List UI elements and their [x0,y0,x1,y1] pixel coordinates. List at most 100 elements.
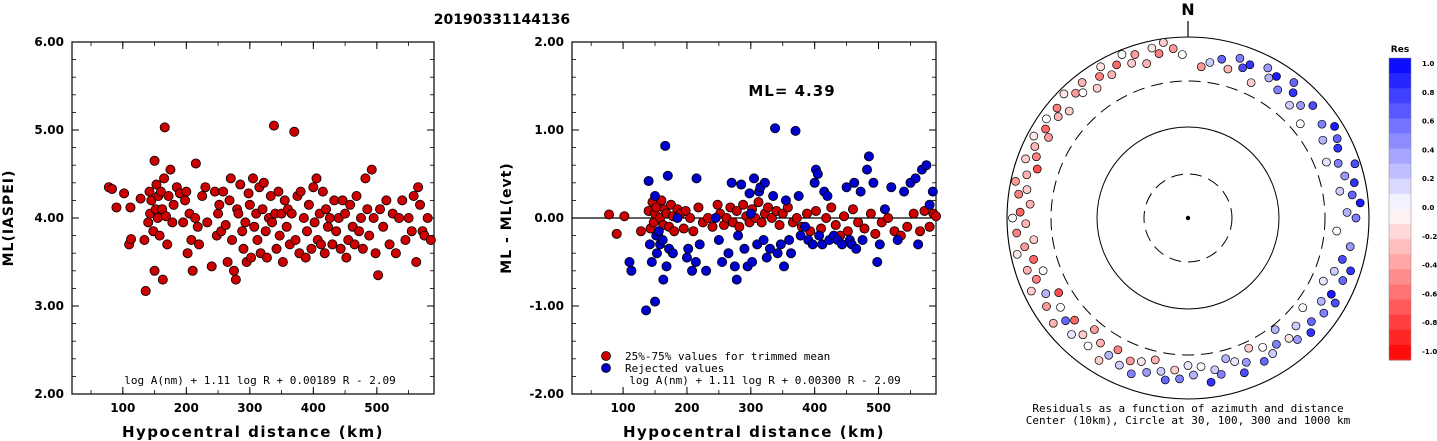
residual-distance-x-label: Hypocentral distance (km) [623,423,885,441]
ml-distance-points [103,120,436,297]
azimuth-data-point [1014,189,1024,199]
ml-distance-data-point [413,182,424,193]
azimuth-data-point [1096,62,1106,72]
azimuth-data-point [1284,333,1294,343]
azimuth-data-point [1272,72,1281,81]
azimuth-data-point [1025,199,1035,209]
ml-distance-data-point [295,186,306,197]
azimuth-data-point [1026,286,1036,296]
residual-distance-x-tick-label: 100 [611,401,636,415]
ring-30km [1143,173,1233,263]
azimuth-data-point [1333,158,1343,168]
ml-distance-data-point [360,173,371,184]
residual-distance-data-point [650,296,661,307]
ml-distance-data-point [125,202,136,213]
azimuth-data-point [1011,176,1020,186]
ml-distance-data-point [351,190,362,201]
legend-label-rejected: Rejected values [625,362,724,375]
azimuth-data-point [1273,85,1283,95]
residual-distance-data-point [766,212,777,223]
residual-distance-data-point [802,208,813,219]
azimuth-data-point [1071,88,1080,98]
ml-distance-data-point [303,199,314,210]
azimuth-data-point [1160,375,1170,385]
colorbar-label: -1.0 [1422,348,1437,356]
azimuth-data-point [1092,83,1102,93]
colorbar-swatch [1389,163,1411,180]
residual-distance-data-point [643,176,654,187]
ml-distance-data-point [246,252,257,263]
azimuth-data-point [1258,342,1267,352]
ml-distance-panel: 100 200 300 400 500 2.00 3.00 4.00 5.00 6.00 Hypo… [1,35,436,441]
azimuth-data-point [1158,38,1168,47]
colorbar-swatch [1389,58,1411,74]
ml-distance-formula: log A(nm) + 1.11 log R + 0.00189 R - 2.0… [124,374,396,387]
ml-distance-data-point [224,195,235,206]
azimuth-data-point [1170,365,1180,375]
azimuth-data-point [1142,368,1151,377]
ml-distance-x-tick-label: 200 [174,401,199,415]
colorbar-swatch [1389,103,1411,119]
residual-distance-data-point [822,190,833,201]
ml-distance-data-point [341,252,352,263]
azimuth-data-point [1029,255,1038,264]
azimuth-data-point [1041,289,1051,298]
ml-distance-data-point [213,208,224,219]
azimuth-data-point [1205,58,1215,67]
ml-distance-data-point [190,158,201,169]
residual-distance-data-point [723,248,734,259]
ml-distance-data-point [233,208,244,219]
ml-distance-data-point [157,274,168,285]
azimuth-data-point [1217,54,1227,64]
ml-distance-data-point [322,221,333,232]
residual-distance-data-point [874,239,885,250]
azimuth-data-point [1216,369,1226,379]
ml-distance-data-point [260,226,271,237]
residual-distance-data-point [830,220,841,231]
residual-distance-data-point [717,256,728,267]
residual-distance-data-point [800,221,811,232]
azimuth-data-point [1345,242,1355,251]
colorbar-swatches [1389,58,1411,361]
colorbar-labels: 1.0 0.8 0.6 0.4 0.2 0.0 -0.2 -0.4 -0.6 -0.8 -1.0 [1422,60,1437,356]
ml-distance-y-tick-label: 3.00 [34,299,64,313]
colorbar-swatch [1389,133,1411,150]
ml-distance-data-point [140,286,151,297]
ml-distance-data-point [279,195,290,206]
ml-distance-data-point [317,186,328,197]
ml-distance-data-point [139,234,150,245]
residual-distance-data-point [786,248,797,259]
azimuth-data-point [1350,159,1360,169]
ml-distance-data-point [400,234,411,245]
residual-distance-data-point [624,256,635,267]
residual-distance-data-point [779,261,790,272]
azimuth-data-point [1042,114,1051,124]
azimuth-data-point [1351,213,1361,223]
residual-distance-data-point [672,212,683,223]
residual-distance-data-point [604,209,615,220]
residual-distance-data-point [770,123,781,134]
residual-distance-data-point [678,223,689,234]
azimuth-data-point [1333,143,1343,153]
residual-distance-data-point [780,195,791,206]
ml-distance-data-point [281,221,292,232]
ml-distance-data-point [107,183,118,194]
azimuth-data-point [1288,88,1298,98]
residual-distance-data-point [687,265,698,276]
residual-distance-data-point [915,226,926,237]
residual-distance-data-point [841,182,852,193]
residual-distance-data-point [908,208,919,219]
azimuth-points [1008,38,1365,387]
ml-distance-data-point [311,173,322,184]
ml-distance-data-point [319,248,330,259]
azimuth-data-point [1329,266,1339,276]
azimuth-data-point [1064,106,1074,116]
azimuth-data-point [1044,133,1053,142]
residual-distance-data-point [902,221,913,232]
colorbar-swatch [1389,314,1411,331]
ml-distance-data-point [274,230,285,241]
residual-distance-x-tick-label: 400 [802,401,827,415]
ml-distance-data-point [143,217,154,228]
residual-distance-data-point [731,205,742,216]
colorbar: Res 1.0 0.8 0.6 0.4 0.2 0.0 -0.2 -0.4 -0.6 -0.8 -1… [1388,45,1437,361]
